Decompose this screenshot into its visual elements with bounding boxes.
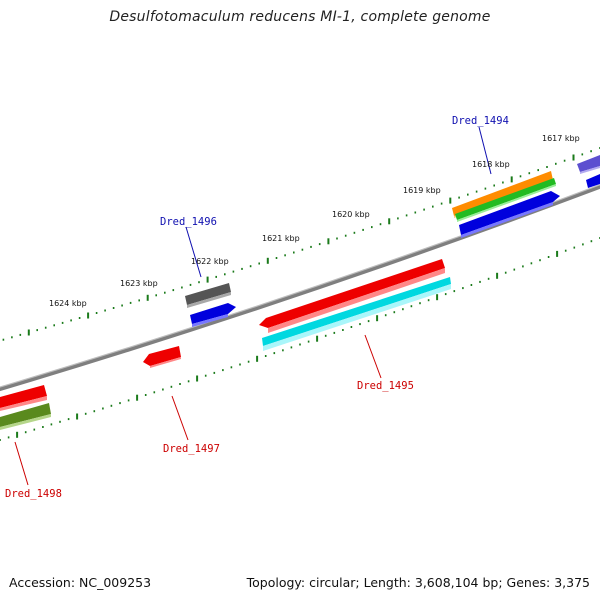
label-dred-1497: Dred_1497 bbox=[163, 443, 220, 455]
kbp-marker-1621: 1621 kbp bbox=[262, 234, 300, 243]
gene-blue-right[interactable] bbox=[586, 174, 600, 188]
gene-dred-1495-cyan[interactable] bbox=[262, 277, 451, 351]
leader-dred-1494 bbox=[478, 126, 492, 175]
kbp-marker-1617: 1617 kbp bbox=[542, 134, 580, 143]
kbp-marker-1618: 1618 kbp bbox=[472, 160, 510, 169]
kbp-marker-1620: 1620 kbp bbox=[332, 210, 370, 219]
gene-dred-1495-red[interactable] bbox=[259, 259, 445, 333]
gene-dred-1498-red[interactable] bbox=[0, 385, 47, 411]
inner-scale-ticks bbox=[0, 237, 600, 441]
outer-scale-ticks bbox=[2, 147, 600, 341]
gene-dred-1494-blue[interactable] bbox=[459, 191, 560, 238]
gene-purple-right[interactable] bbox=[577, 155, 600, 174]
kbp-marker-1624: 1624 kbp bbox=[49, 299, 87, 308]
kbp-marker-1622: 1622 kbp bbox=[191, 257, 229, 266]
accession-text: Accession: NC_009253 bbox=[9, 575, 152, 590]
gene-dred-1497-red[interactable] bbox=[143, 346, 181, 368]
gene-dred-1494-green[interactable] bbox=[455, 178, 556, 222]
gene-dred-1496-grey[interactable] bbox=[185, 283, 231, 308]
leader-dred-1498 bbox=[14, 441, 29, 486]
leader-dred-1497 bbox=[171, 395, 189, 441]
leader-dred-1495 bbox=[364, 334, 382, 379]
label-dred-1496: Dred_1496 bbox=[160, 216, 217, 228]
label-dred-1495: Dred_1495 bbox=[357, 380, 414, 392]
label-dred-1498: Dred_1498 bbox=[5, 488, 62, 500]
gene-dred-1496-blue[interactable] bbox=[190, 303, 236, 327]
leader-dred-1496 bbox=[185, 226, 202, 278]
kbp-marker-1619: 1619 kbp bbox=[403, 186, 441, 195]
label-dred-1494: Dred_1494 bbox=[452, 115, 509, 127]
kbp-marker-1623: 1623 kbp bbox=[120, 279, 158, 288]
gene-dred-1498-olive[interactable] bbox=[0, 403, 51, 430]
topology-text: Topology: circular; Length: 3,608,104 bp… bbox=[246, 575, 590, 590]
map-title: Desulfotomaculum reducens MI-1, complete… bbox=[109, 9, 491, 25]
